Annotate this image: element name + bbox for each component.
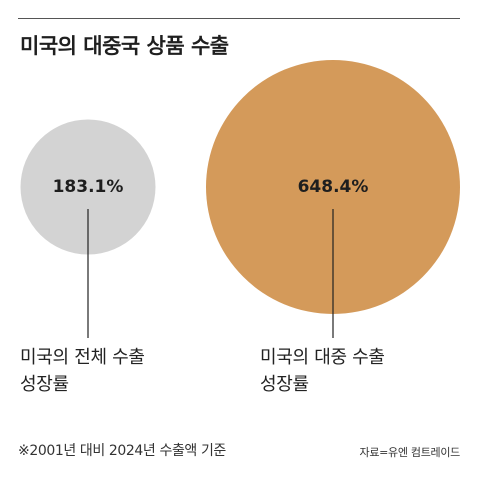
series-label-china-exports: 미국의 대중 수출 성장률 bbox=[260, 344, 385, 398]
footnote: ※2001년 대비 2024년 수출액 기준 bbox=[18, 443, 226, 459]
series-label-total-exports: 미국의 전체 수출 성장률 bbox=[20, 344, 145, 398]
chart-title: 미국의 대중국 상품 수출 bbox=[20, 34, 229, 58]
series-label-line: 미국의 대중 수출 bbox=[260, 347, 385, 368]
series-label-line: 성장률 bbox=[20, 374, 69, 395]
series-label-line: 성장률 bbox=[260, 374, 309, 395]
source-credit: 자료=유엔 컴트레이드 bbox=[359, 446, 461, 459]
top-rule bbox=[18, 18, 460, 19]
series-label-line: 미국의 전체 수출 bbox=[20, 347, 145, 368]
bubble-0 bbox=[20, 119, 156, 255]
bubble-1 bbox=[206, 60, 460, 314]
bubble-value-label-1: 648.4% bbox=[298, 177, 369, 197]
bubble-value-label-0: 183.1% bbox=[53, 177, 124, 197]
